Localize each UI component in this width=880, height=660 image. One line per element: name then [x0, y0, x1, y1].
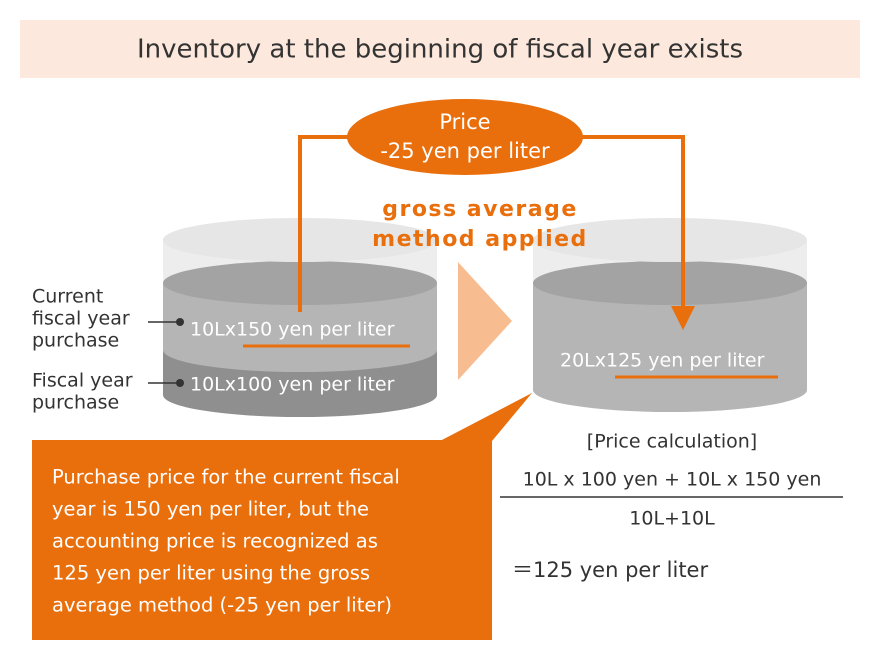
- label: fiscal year: [32, 308, 130, 330]
- leader-dot: [176, 318, 184, 326]
- method-text: gross average: [382, 197, 578, 222]
- label: Fiscal year: [32, 370, 133, 392]
- calc-heading: [Price calculation]: [587, 431, 757, 453]
- right-content: 20Lx125 yen per liter: [560, 350, 765, 372]
- calc-result: ＝125 yen per liter: [512, 558, 708, 582]
- title-band: [20, 20, 860, 78]
- callout-text: year is 150 yen per liter, but the: [52, 498, 369, 521]
- calc-denominator: 10L+10L: [629, 508, 715, 530]
- callout-text: 125 yen per liter using the gross: [52, 562, 370, 585]
- liquid-top: [533, 261, 807, 305]
- right-tank: 20Lx125 yen per liter: [533, 218, 807, 412]
- title: Inventory at the beginning of fiscal yea…: [137, 35, 743, 65]
- calc-numerator: 10L x 100 yen + 10L x 150 yen: [523, 469, 822, 491]
- connector: [298, 135, 350, 312]
- callout-pointer: [440, 393, 532, 441]
- method-text: method applied: [372, 227, 588, 252]
- lower-content: 10Lx100 yen per liter: [190, 374, 395, 396]
- connector: [580, 135, 685, 312]
- bubble-text: Price: [439, 110, 490, 134]
- price-bubble: [347, 99, 583, 175]
- tank-top: [533, 218, 807, 262]
- label: purchase: [32, 392, 119, 414]
- upper-content: 10Lx150 yen per liter: [190, 319, 395, 341]
- bubble-text: -25 yen per liter: [380, 139, 550, 163]
- leader-dot: [176, 379, 184, 387]
- callout-text: average method (-25 yen per liter): [52, 594, 392, 617]
- callout-text: Purchase price for the current fiscal: [52, 466, 400, 489]
- callout: [32, 440, 492, 640]
- label: purchase: [32, 330, 119, 352]
- transition-arrow: [458, 262, 512, 380]
- callout-text: accounting price is recognized as: [52, 530, 378, 553]
- label: Current: [32, 286, 103, 308]
- arrowhead: [671, 306, 695, 330]
